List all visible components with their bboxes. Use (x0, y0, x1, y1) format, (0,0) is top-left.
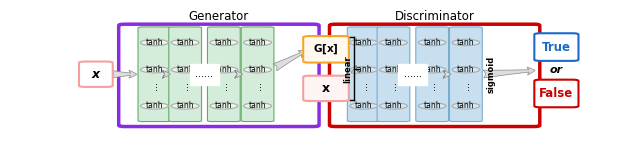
Text: Generator: Generator (189, 10, 249, 23)
Text: tanh: tanh (457, 101, 475, 110)
Text: sigmoid: sigmoid (486, 56, 495, 93)
Text: tanh: tanh (177, 38, 194, 47)
Circle shape (419, 39, 446, 46)
Text: tanh: tanh (355, 38, 372, 47)
Text: linear: linear (343, 55, 353, 83)
Circle shape (172, 39, 199, 46)
Text: ...: ... (427, 81, 437, 90)
FancyBboxPatch shape (79, 62, 113, 87)
Circle shape (380, 39, 407, 46)
Circle shape (350, 39, 378, 46)
Text: x: x (92, 68, 100, 81)
Text: tanh: tanh (145, 65, 163, 74)
Circle shape (244, 67, 271, 73)
Text: tanh: tanh (355, 101, 372, 110)
Circle shape (419, 67, 446, 73)
Text: or: or (550, 65, 563, 75)
Text: tanh: tanh (457, 65, 475, 74)
Text: tanh: tanh (215, 101, 233, 110)
FancyBboxPatch shape (449, 27, 483, 122)
Circle shape (210, 39, 237, 46)
Circle shape (141, 39, 168, 46)
FancyBboxPatch shape (138, 27, 171, 122)
Text: $\mathbf{G[x]}$: $\mathbf{G[x]}$ (313, 43, 339, 56)
Circle shape (380, 67, 407, 73)
Circle shape (244, 103, 271, 109)
Circle shape (452, 39, 480, 46)
Text: tanh: tanh (145, 101, 163, 110)
FancyBboxPatch shape (348, 27, 380, 122)
Text: True: True (542, 41, 571, 54)
Text: $\mathbf{x}$: $\mathbf{x}$ (321, 82, 331, 95)
Text: ...: ... (219, 81, 229, 90)
Text: tanh: tanh (457, 38, 475, 47)
Circle shape (419, 103, 446, 109)
FancyBboxPatch shape (330, 24, 540, 127)
Circle shape (172, 103, 199, 109)
Text: tanh: tanh (423, 101, 441, 110)
Text: tanh: tanh (249, 101, 266, 110)
Text: tanh: tanh (385, 101, 403, 110)
Circle shape (350, 67, 378, 73)
FancyBboxPatch shape (534, 80, 579, 107)
Circle shape (350, 103, 378, 109)
FancyBboxPatch shape (207, 27, 240, 122)
Text: ...: ... (149, 81, 159, 90)
FancyBboxPatch shape (169, 27, 202, 122)
FancyBboxPatch shape (377, 27, 410, 122)
FancyBboxPatch shape (416, 27, 449, 122)
Text: tanh: tanh (423, 38, 441, 47)
Text: tanh: tanh (423, 65, 441, 74)
Circle shape (210, 103, 237, 109)
Text: tanh: tanh (355, 65, 372, 74)
Text: ......: ...... (404, 69, 422, 79)
Text: tanh: tanh (249, 38, 266, 47)
FancyBboxPatch shape (241, 27, 274, 122)
FancyBboxPatch shape (534, 33, 579, 61)
Text: tanh: tanh (145, 38, 163, 47)
Text: ...: ... (253, 81, 262, 90)
Circle shape (141, 67, 168, 73)
Text: ......: ...... (195, 69, 214, 79)
Circle shape (380, 103, 407, 109)
Circle shape (210, 67, 237, 73)
Text: tanh: tanh (177, 65, 194, 74)
FancyBboxPatch shape (303, 76, 349, 101)
Circle shape (141, 103, 168, 109)
Text: ...: ... (388, 81, 399, 90)
Text: tanh: tanh (177, 101, 194, 110)
FancyBboxPatch shape (303, 36, 349, 63)
Circle shape (244, 39, 271, 46)
Text: tanh: tanh (215, 65, 233, 74)
FancyBboxPatch shape (118, 24, 319, 127)
Circle shape (172, 67, 199, 73)
Text: False: False (540, 87, 573, 100)
Circle shape (452, 103, 480, 109)
Text: tanh: tanh (215, 38, 233, 47)
Text: ...: ... (461, 81, 471, 90)
Text: tanh: tanh (249, 65, 266, 74)
Text: ...: ... (180, 81, 190, 90)
Text: tanh: tanh (385, 65, 403, 74)
Circle shape (452, 67, 480, 73)
Text: ...: ... (358, 81, 369, 90)
Text: Discriminator: Discriminator (395, 10, 475, 23)
Text: tanh: tanh (385, 38, 403, 47)
